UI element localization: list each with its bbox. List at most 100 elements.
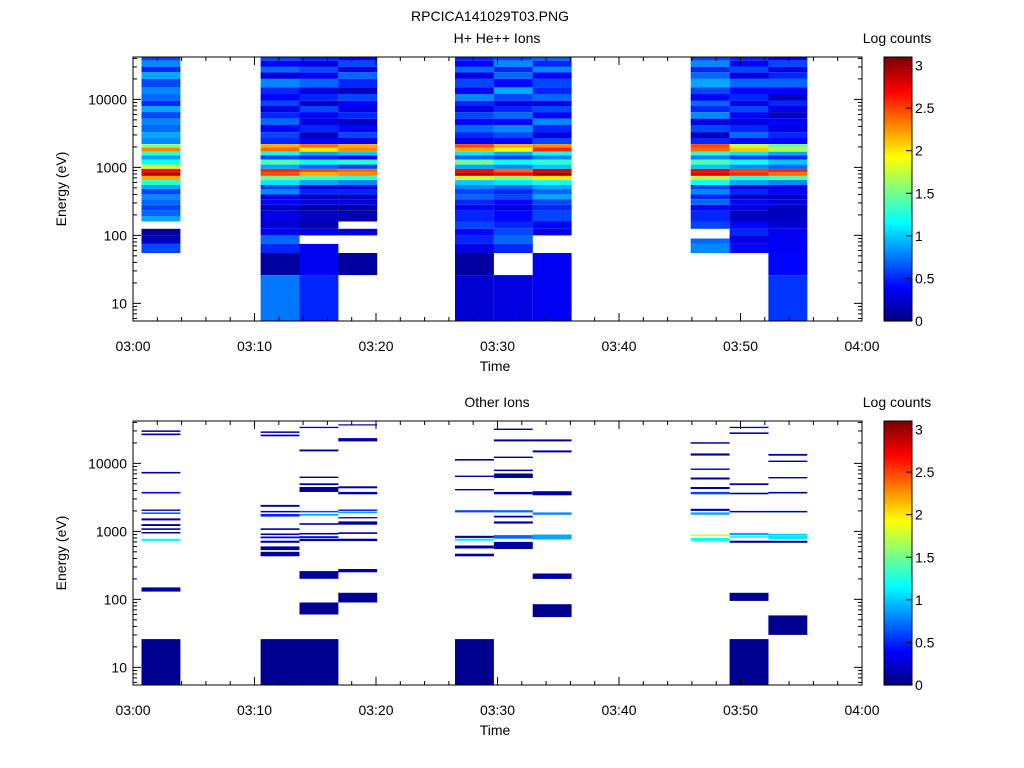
heatmap-cell	[493, 87, 533, 94]
colorbar-band	[884, 667, 912, 670]
heatmap-cell	[299, 194, 339, 200]
colorbar-band	[884, 217, 912, 220]
heatmap-cell	[532, 199, 572, 205]
heatmap-cell	[690, 125, 730, 133]
heatmap-cell	[532, 138, 572, 144]
colorbar-band	[884, 451, 912, 454]
colorbar-band	[884, 201, 912, 204]
heatmap-cell	[260, 66, 300, 73]
heatmap-cell	[299, 180, 339, 185]
heatmap-cell	[532, 57, 572, 61]
heatmap-cell	[299, 523, 339, 525]
heatmap-cell	[493, 66, 533, 73]
heatmap-cell	[493, 541, 533, 549]
colorbar-band	[884, 149, 912, 152]
colorbar-band	[884, 95, 912, 98]
heatmap-cell	[729, 243, 769, 254]
colorbar-band	[884, 515, 912, 518]
colorbar-tick-label: 1.5	[915, 185, 935, 201]
colorbar-band	[884, 611, 912, 614]
colorbar-band	[884, 457, 912, 460]
heatmap-cell	[338, 125, 378, 133]
colorbar-band	[884, 127, 912, 130]
heatmap-cell	[299, 155, 339, 160]
colorbar-band	[884, 517, 912, 520]
colorbar-band	[884, 97, 912, 100]
colorbar-band	[884, 211, 912, 214]
colorbar-frame	[883, 56, 913, 322]
heatmap-cell	[532, 194, 572, 200]
heatmap-cell	[729, 221, 769, 229]
heatmap-cell	[141, 194, 181, 200]
colorbar-band	[884, 135, 912, 138]
heatmap-cell	[768, 100, 808, 106]
colorbar-band	[884, 209, 912, 212]
colorbar-band	[884, 573, 912, 576]
heatmap-cell	[141, 118, 181, 125]
heatmap-cell	[455, 132, 494, 138]
colorbar-band	[884, 683, 912, 686]
heatmap-cell	[299, 168, 339, 173]
y-axis-label: Energy (eV)	[53, 516, 69, 591]
heatmap-cell	[455, 159, 494, 165]
colorbar-band	[884, 249, 912, 252]
heatmap-cell	[532, 221, 572, 229]
colorbar-band	[884, 635, 912, 638]
colorbar-band	[884, 129, 912, 132]
heatmap-cell	[493, 185, 533, 189]
heatmap-cell	[260, 144, 300, 148]
colorbar-band	[884, 311, 912, 314]
heatmap-cell	[493, 243, 533, 254]
colorbar-band	[884, 439, 912, 442]
colorbar-band	[884, 449, 912, 452]
colorbar-band	[884, 169, 912, 172]
colorbar-band	[884, 479, 912, 482]
x-tick-label: 03:30	[480, 702, 515, 718]
heatmap-cell	[768, 253, 808, 276]
colorbar-band	[884, 173, 912, 176]
heatmap-cell	[299, 106, 339, 113]
colorbar-tick-label: 0	[915, 313, 923, 329]
heatmap-cell	[141, 199, 181, 205]
heatmap-cell	[768, 205, 808, 222]
heatmap-cell	[729, 60, 769, 67]
heatmap-cell	[299, 189, 339, 195]
heatmap-cell	[493, 275, 533, 321]
colorbar-band	[884, 519, 912, 522]
heatmap-cell	[338, 491, 378, 495]
heatmap-cell	[455, 475, 494, 477]
heatmap-cell	[338, 532, 378, 534]
colorbar-band	[884, 643, 912, 646]
heatmap-cells	[141, 424, 808, 685]
heatmap-cell	[260, 205, 300, 211]
colorbar-band	[884, 165, 912, 168]
heatmap-cell	[299, 118, 339, 125]
heatmap-cell	[141, 433, 181, 436]
colorbar-band	[884, 177, 912, 180]
colorbar-band	[884, 175, 912, 178]
y-tick-label: 1000	[96, 523, 127, 539]
colorbar-band	[884, 613, 912, 616]
heatmap-cell	[768, 159, 808, 165]
heatmap-cell	[299, 426, 339, 429]
heatmap-cell	[455, 489, 494, 491]
heatmap-cell	[299, 57, 339, 61]
heatmap-cell	[299, 532, 339, 535]
heatmap-cell	[493, 112, 533, 119]
colorbar-band	[884, 143, 912, 146]
colorbar-band	[884, 595, 912, 598]
heatmap-cell	[768, 57, 808, 61]
colorbar-band	[884, 453, 912, 456]
colorbar-band	[884, 509, 912, 512]
colorbar-band	[884, 599, 912, 602]
colorbar-band	[884, 669, 912, 672]
colorbar-band	[884, 159, 912, 162]
heatmap-cell	[532, 112, 572, 119]
colorbar-band	[884, 671, 912, 674]
colorbar-band	[884, 99, 912, 102]
heatmap-cell	[338, 132, 378, 138]
heatmap-cell	[260, 194, 300, 200]
y-tick-label: 1000	[96, 159, 127, 175]
x-tick-label: 03:10	[237, 702, 272, 718]
colorbar-band	[884, 179, 912, 182]
